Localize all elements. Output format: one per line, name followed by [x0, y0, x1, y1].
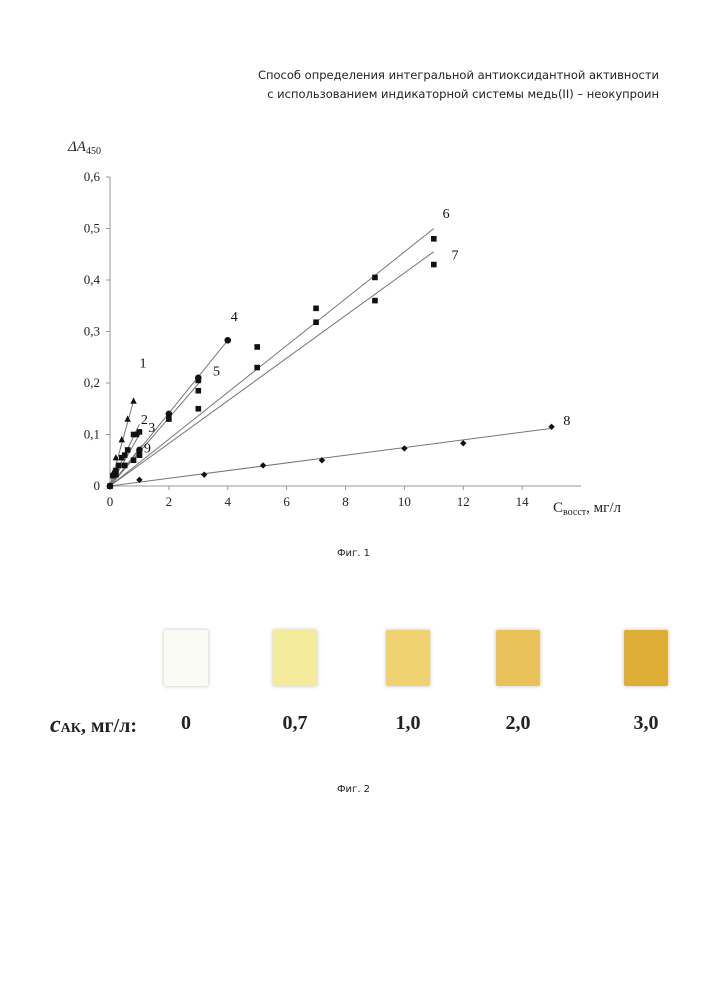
sample-swatch — [273, 630, 317, 686]
data-point-6 — [431, 236, 437, 242]
x-tick-label: 8 — [342, 494, 349, 509]
data-points — [107, 236, 555, 489]
sample-concentration-label: 0 — [156, 712, 216, 735]
data-point-6 — [196, 406, 202, 412]
data-point-9 — [122, 463, 128, 469]
y-tick-label: 0,5 — [84, 221, 100, 236]
y-tick-label: 0,4 — [84, 272, 101, 287]
data-point-5 — [166, 416, 172, 422]
sample-concentration-label: 3,0 — [616, 712, 676, 735]
series-label-9: 9 — [144, 442, 151, 457]
y-tick-label: 0,1 — [84, 427, 100, 442]
data-point-1 — [130, 397, 136, 403]
series-label-4: 4 — [231, 310, 238, 325]
x-tick-label: 4 — [225, 494, 232, 509]
data-point-4 — [136, 447, 143, 454]
data-point-6 — [313, 306, 319, 312]
y-tick-label: 0,3 — [84, 324, 100, 339]
series-label-5: 5 — [213, 364, 220, 379]
data-point-7 — [254, 365, 260, 371]
data-point-5 — [196, 378, 202, 384]
fit-line-7 — [110, 252, 434, 486]
data-point-6 — [372, 275, 378, 281]
data-point-8 — [401, 445, 407, 451]
data-point-5 — [196, 388, 202, 394]
x-axis-label: Cвосст, мг/л — [553, 500, 621, 518]
y-tick-label: 0,2 — [84, 375, 100, 390]
series-label-8: 8 — [563, 414, 570, 429]
y-tick-label: 0,6 — [84, 169, 101, 184]
figure-1-chart: 0246810121400,10,20,30,40,50,6ΔA450Cвосс… — [0, 0, 707, 560]
data-point-9 — [113, 472, 119, 478]
x-tick-label: 10 — [398, 494, 411, 509]
series-label-6: 6 — [443, 207, 450, 222]
data-point-4 — [166, 411, 173, 418]
sample-concentration-label: 2,0 — [488, 712, 548, 735]
series-labels: 123456789 — [139, 207, 570, 456]
data-point-9 — [137, 452, 143, 458]
x-tick-label: 6 — [283, 494, 290, 509]
sample-swatch — [624, 630, 668, 686]
data-point-7 — [372, 298, 378, 304]
series-label-7: 7 — [451, 248, 458, 263]
data-point-7 — [431, 262, 437, 268]
data-point-2 — [116, 463, 122, 469]
x-tick-label: 2 — [166, 494, 173, 509]
figure-2-caption: Фиг. 2 — [0, 784, 707, 795]
fit-line-5 — [110, 380, 201, 486]
series-label-1: 1 — [139, 357, 146, 372]
fit-line-6 — [110, 229, 434, 487]
y-axis-label: ΔA450 — [67, 139, 101, 157]
data-point-7 — [313, 319, 319, 325]
series-label-2: 2 — [141, 413, 148, 428]
data-point-8 — [201, 471, 207, 477]
data-point-1 — [124, 415, 130, 421]
sample-swatch — [164, 630, 208, 686]
x-tick-label: 12 — [457, 494, 470, 509]
sample-concentration-label: 0,7 — [265, 712, 325, 735]
x-tick-label: 14 — [516, 494, 530, 509]
x-tick-label: 0 — [107, 494, 114, 509]
concentration-axis-label: cАК, мг/л: — [50, 712, 137, 739]
data-point-8 — [460, 440, 466, 446]
data-point-4 — [224, 337, 231, 344]
data-point-9 — [131, 457, 137, 463]
data-point-3 — [119, 455, 125, 461]
sample-concentration-label: 1,0 — [378, 712, 438, 735]
chart-axes: 0246810121400,10,20,30,40,50,6ΔA450Cвосс… — [67, 139, 621, 518]
sample-swatch — [386, 630, 430, 686]
fit-line-8 — [110, 428, 552, 486]
fit-lines — [110, 229, 552, 487]
data-point-3 — [125, 447, 131, 453]
data-point-8 — [260, 462, 266, 468]
y-tick-label: 0 — [94, 478, 101, 493]
figure-1-caption: Фиг. 1 — [0, 548, 707, 559]
sample-swatch — [496, 630, 540, 686]
series-label-3: 3 — [148, 421, 155, 436]
data-point-6 — [254, 344, 260, 350]
data-point-3 — [134, 432, 140, 438]
